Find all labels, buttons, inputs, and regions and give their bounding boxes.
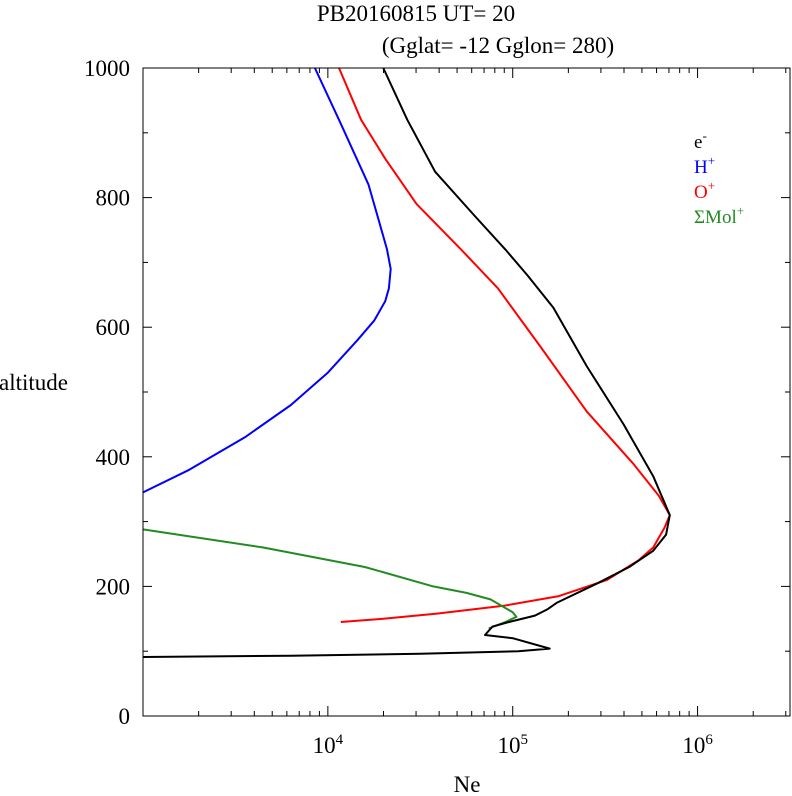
plot-frame xyxy=(142,67,791,717)
legend-entry: ΣMol+ xyxy=(694,203,744,228)
series-line-mol xyxy=(142,528,518,630)
y-tick-label: 0 xyxy=(119,704,131,729)
x-tick-label: 104 xyxy=(313,732,344,758)
series-line-o xyxy=(338,67,671,623)
legend: e-H+O+ΣMol+ xyxy=(694,128,744,228)
legend-entry: H+ xyxy=(694,153,715,178)
x-axis-label: Ne xyxy=(454,772,481,796)
y-tick-label: 800 xyxy=(96,186,131,211)
chart-title-line-2: (Gglat= -12 Gglon= 280) xyxy=(382,33,614,58)
x-tick-label: 105 xyxy=(497,732,528,758)
legend-entry: e- xyxy=(694,128,707,153)
series-line-h xyxy=(142,67,392,494)
y-axis-label: altitude xyxy=(0,370,68,395)
chart-title-line-1: PB20160815 UT= 20 xyxy=(317,1,515,26)
y-tick-label: 200 xyxy=(96,574,131,599)
y-tick-label: 1000 xyxy=(84,56,130,81)
legend-entry: O+ xyxy=(694,178,715,203)
series-lines xyxy=(142,67,671,658)
x-tick-label: 106 xyxy=(682,732,713,758)
series-line-e xyxy=(142,67,671,658)
y-tick-label: 600 xyxy=(96,315,131,340)
y-tick-label: 400 xyxy=(96,445,131,470)
